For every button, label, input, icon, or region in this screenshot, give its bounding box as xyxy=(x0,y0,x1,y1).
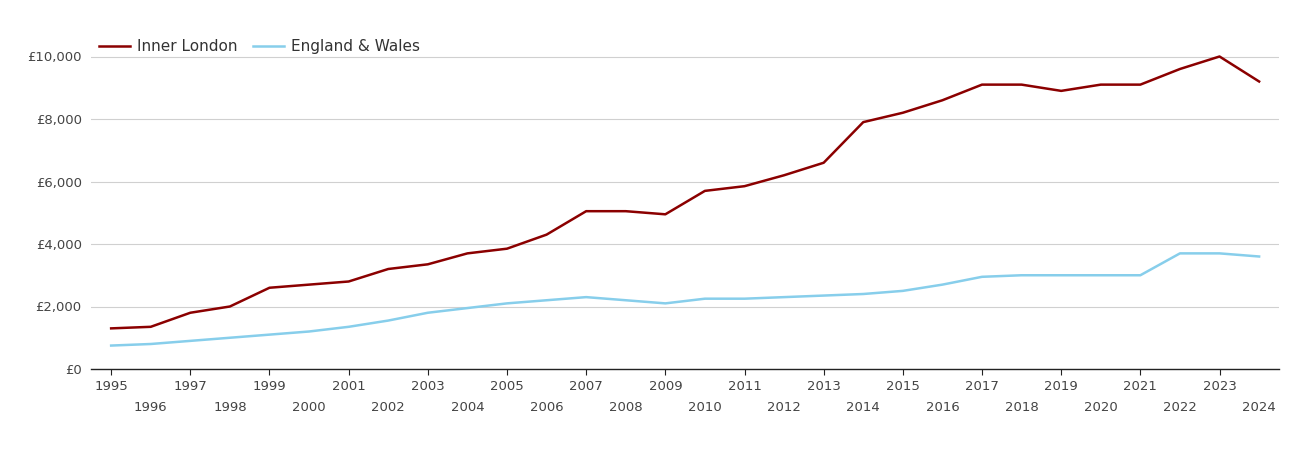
Inner London xyxy=(1014,82,1030,87)
England & Wales xyxy=(658,301,673,306)
Text: 2024: 2024 xyxy=(1242,401,1276,414)
Inner London xyxy=(1094,82,1109,87)
England & Wales xyxy=(103,343,119,348)
Text: 2000: 2000 xyxy=(292,401,326,414)
Inner London xyxy=(776,172,792,178)
Inner London xyxy=(341,279,356,284)
England & Wales xyxy=(301,329,317,334)
Text: 2002: 2002 xyxy=(372,401,405,414)
Inner London xyxy=(381,266,397,272)
England & Wales xyxy=(1014,273,1030,278)
England & Wales xyxy=(262,332,278,338)
England & Wales xyxy=(737,296,753,302)
England & Wales xyxy=(1094,273,1109,278)
Inner London xyxy=(539,232,555,237)
Inner London xyxy=(1172,66,1188,72)
Inner London xyxy=(459,251,475,256)
Inner London xyxy=(816,160,831,166)
Text: 2014: 2014 xyxy=(847,401,880,414)
Inner London xyxy=(301,282,317,287)
England & Wales xyxy=(420,310,436,315)
England & Wales xyxy=(1172,251,1188,256)
Inner London xyxy=(737,184,753,189)
Text: 2012: 2012 xyxy=(767,401,801,414)
Inner London xyxy=(975,82,990,87)
Inner London xyxy=(1251,79,1267,84)
England & Wales xyxy=(144,341,159,346)
Text: 2010: 2010 xyxy=(688,401,722,414)
Inner London xyxy=(895,110,911,116)
England & Wales xyxy=(222,335,238,341)
England & Wales xyxy=(975,274,990,279)
England & Wales xyxy=(1133,273,1148,278)
Text: 2018: 2018 xyxy=(1005,401,1039,414)
England & Wales xyxy=(341,324,356,329)
Inner London xyxy=(144,324,159,329)
England & Wales xyxy=(1053,273,1069,278)
Inner London xyxy=(262,285,278,290)
England & Wales xyxy=(619,297,634,303)
Text: 2006: 2006 xyxy=(530,401,564,414)
England & Wales xyxy=(459,306,475,311)
England & Wales xyxy=(381,318,397,323)
Inner London xyxy=(1133,82,1148,87)
Text: 2008: 2008 xyxy=(609,401,642,414)
Inner London xyxy=(856,119,872,125)
Text: 2022: 2022 xyxy=(1163,401,1197,414)
Inner London xyxy=(222,304,238,309)
Text: 1998: 1998 xyxy=(213,401,247,414)
Inner London xyxy=(697,188,713,194)
Text: 2020: 2020 xyxy=(1084,401,1117,414)
England & Wales xyxy=(856,291,872,297)
England & Wales xyxy=(539,297,555,303)
England & Wales xyxy=(578,294,594,300)
Inner London xyxy=(1053,88,1069,94)
England & Wales xyxy=(934,282,950,287)
Legend: Inner London, England & Wales: Inner London, England & Wales xyxy=(99,39,420,54)
England & Wales xyxy=(1251,254,1267,259)
England & Wales xyxy=(697,296,713,302)
Line: England & Wales: England & Wales xyxy=(111,253,1259,346)
Inner London xyxy=(1212,54,1228,59)
Inner London xyxy=(578,208,594,214)
Inner London xyxy=(103,326,119,331)
England & Wales xyxy=(183,338,198,344)
Text: 2004: 2004 xyxy=(450,401,484,414)
England & Wales xyxy=(500,301,515,306)
Line: Inner London: Inner London xyxy=(111,57,1259,328)
Text: 1996: 1996 xyxy=(134,401,167,414)
Inner London xyxy=(500,246,515,252)
Inner London xyxy=(619,208,634,214)
Text: 2016: 2016 xyxy=(925,401,959,414)
Inner London xyxy=(658,212,673,217)
England & Wales xyxy=(816,293,831,298)
England & Wales xyxy=(895,288,911,293)
Inner London xyxy=(420,261,436,267)
England & Wales xyxy=(776,294,792,300)
Inner London xyxy=(183,310,198,315)
Inner London xyxy=(934,98,950,103)
England & Wales xyxy=(1212,251,1228,256)
